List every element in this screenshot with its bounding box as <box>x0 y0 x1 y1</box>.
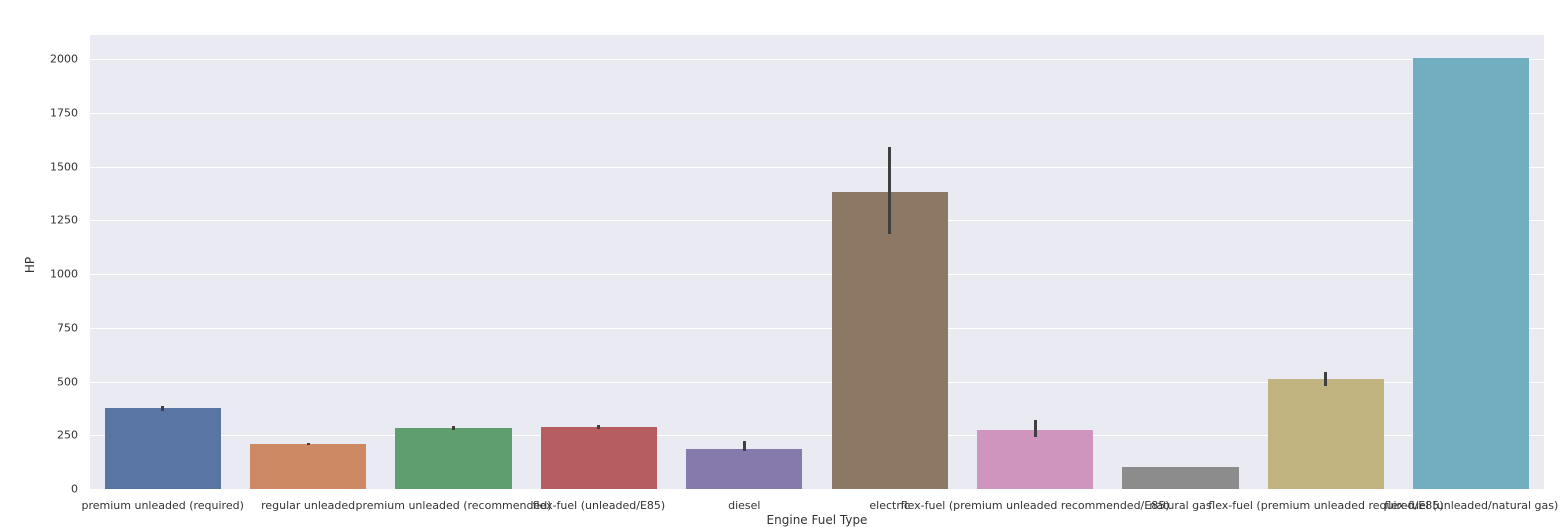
error-bar <box>306 442 310 446</box>
gridline <box>90 274 1544 275</box>
y-tick-label: 0 <box>71 482 78 496</box>
error-bar <box>161 406 165 411</box>
x-tick-label: flex-fuel (unleaded/E85) <box>532 499 666 512</box>
bar <box>1122 467 1239 489</box>
gridline <box>90 220 1544 222</box>
error-bar <box>742 441 746 452</box>
y-tick-label: 500 <box>57 375 78 388</box>
x-tick-label: premium unleaded (recommended) <box>355 499 552 512</box>
x-tick-label: regular unleaded <box>261 499 356 512</box>
bar <box>976 429 1094 489</box>
bar <box>104 408 221 489</box>
gridline <box>90 166 1544 168</box>
bar <box>686 448 803 489</box>
y-tick-label: 1750 <box>50 106 78 120</box>
y-axis-label: HP <box>23 256 37 274</box>
x-tick-label: flex-fuel (unleaded/natural gas) <box>1384 499 1559 512</box>
gridline <box>90 327 1544 329</box>
gridline <box>90 59 1544 60</box>
x-tick-label: premium unleaded (required) <box>81 499 244 512</box>
y-tick-label: 1500 <box>50 160 78 173</box>
gridline <box>90 381 1544 383</box>
x-tick-label: flex-fuel (premium unleaded required/E85… <box>1208 499 1444 512</box>
x-axis-label: Engine Fuel Type <box>766 513 868 527</box>
error-bar <box>452 425 455 430</box>
bar <box>1267 379 1385 489</box>
x-tick-label: electric <box>869 499 910 512</box>
bar <box>249 444 367 489</box>
error-bar <box>1324 372 1328 386</box>
gridline <box>90 489 1544 490</box>
y-tick-label: 1000 <box>50 267 78 281</box>
gridline <box>90 435 1544 437</box>
x-tick-label: diesel <box>728 499 761 512</box>
y-tick-label: 250 <box>57 428 78 442</box>
bar <box>395 427 512 489</box>
error-bar <box>888 147 892 235</box>
plot-area <box>90 35 1544 490</box>
error-bar <box>597 425 601 429</box>
gridline <box>90 112 1544 114</box>
error-bar <box>1033 420 1037 438</box>
bar <box>540 427 658 489</box>
bar <box>1413 57 1530 489</box>
y-tick-label: 2000 <box>50 52 78 66</box>
y-tick-label: 1250 <box>50 213 78 227</box>
x-tick-label: flex-fuel (premium unleaded recommended/… <box>900 499 1170 512</box>
y-tick-label: 750 <box>57 321 78 335</box>
bar <box>831 191 948 489</box>
x-tick-label: natural gas <box>1149 499 1212 512</box>
